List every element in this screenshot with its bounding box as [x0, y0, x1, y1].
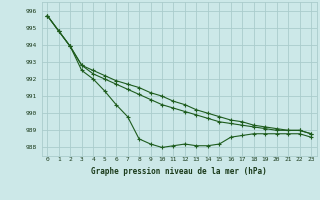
X-axis label: Graphe pression niveau de la mer (hPa): Graphe pression niveau de la mer (hPa) — [91, 167, 267, 176]
